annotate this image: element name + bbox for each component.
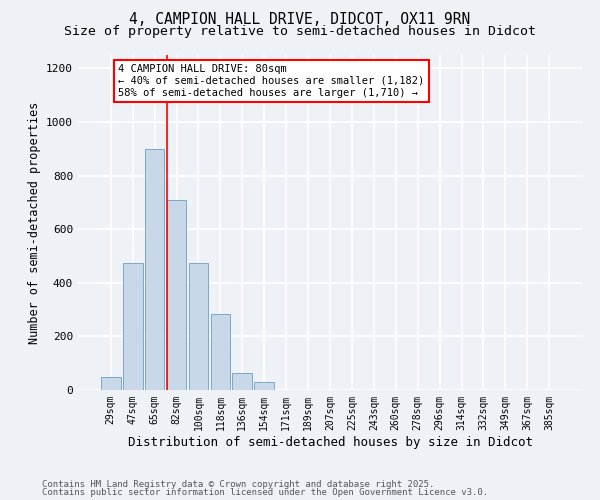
- Text: Size of property relative to semi-detached houses in Didcot: Size of property relative to semi-detach…: [64, 25, 536, 38]
- Text: Contains public sector information licensed under the Open Government Licence v3: Contains public sector information licen…: [42, 488, 488, 497]
- Bar: [188, 262, 208, 390]
- Bar: [167, 200, 187, 390]
- Text: 4, CAMPION HALL DRIVE, DIDCOT, OX11 9RN: 4, CAMPION HALL DRIVE, DIDCOT, OX11 9RN: [130, 12, 470, 28]
- Bar: [145, 149, 164, 390]
- Bar: [211, 314, 230, 390]
- Bar: [123, 262, 143, 390]
- Y-axis label: Number of semi-detached properties: Number of semi-detached properties: [28, 102, 41, 344]
- Bar: [101, 376, 121, 390]
- Bar: [254, 382, 274, 390]
- Text: 4 CAMPION HALL DRIVE: 80sqm
← 40% of semi-detached houses are smaller (1,182)
58: 4 CAMPION HALL DRIVE: 80sqm ← 40% of sem…: [118, 64, 425, 98]
- Text: Contains HM Land Registry data © Crown copyright and database right 2025.: Contains HM Land Registry data © Crown c…: [42, 480, 434, 489]
- X-axis label: Distribution of semi-detached houses by size in Didcot: Distribution of semi-detached houses by …: [128, 436, 533, 448]
- Bar: [232, 372, 252, 390]
